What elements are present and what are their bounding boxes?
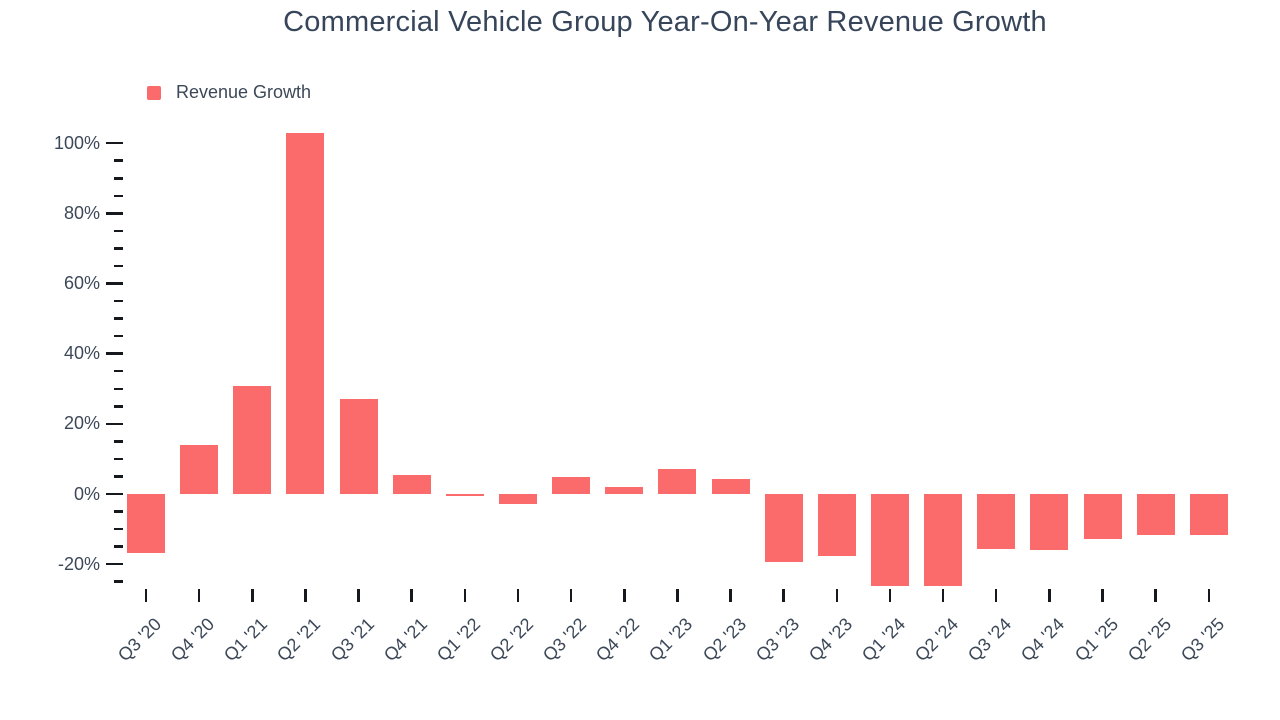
y-axis-major-tick: [106, 352, 123, 355]
y-axis-tick-label: 60%: [63, 273, 100, 294]
y-axis-major-tick: [106, 562, 123, 566]
x-axis-tick-label: Q4 '23: [804, 614, 856, 666]
x-axis-tick: [1101, 589, 1104, 602]
x-axis-tick: [994, 589, 998, 602]
y-axis-minor-tick: [114, 510, 123, 513]
y-axis-minor-tick: [114, 334, 123, 338]
bar-q2-23: [711, 478, 750, 494]
x-axis-tick: [623, 589, 626, 602]
bar-q4-20: [180, 444, 219, 494]
x-axis-tick-label: Q2 '25: [1123, 614, 1175, 666]
bar-q2-25: [1136, 494, 1175, 535]
y-axis-minor-tick: [114, 317, 123, 320]
y-axis-minor-tick: [114, 229, 123, 233]
x-axis-tick-label: Q3 '20: [113, 614, 166, 666]
y-axis-major-tick: [106, 141, 123, 145]
y-axis-tick-label: 100%: [53, 132, 100, 153]
y-axis-minor-tick: [114, 527, 123, 531]
x-axis-tick: [729, 589, 732, 602]
bar-q4-24: [1030, 494, 1069, 550]
bar-q4-21: [392, 474, 431, 494]
x-axis-tick: [941, 589, 945, 602]
x-axis-tick: [888, 589, 892, 602]
bar-q1-24: [870, 494, 909, 586]
bar-q2-22: [498, 494, 537, 505]
y-axis-minor-tick: [114, 177, 123, 180]
x-axis-tick: [782, 589, 785, 602]
y-axis-minor-tick: [114, 440, 123, 443]
x-axis-tick: [569, 589, 573, 602]
x-axis-tick: [251, 589, 254, 602]
y-axis-minor-tick: [114, 264, 123, 268]
x-axis-tick: [835, 589, 839, 602]
y-axis-minor-tick: [114, 159, 123, 162]
bar-q3-25: [1189, 494, 1228, 535]
y-axis-minor-tick: [114, 299, 123, 303]
legend-swatch-icon: [147, 85, 161, 100]
x-axis-tick: [676, 589, 679, 602]
y-axis-tick-label: 0%: [73, 483, 100, 504]
y-axis-major-tick: [106, 282, 123, 285]
x-axis-tick-label: Q3 '23: [751, 614, 803, 666]
y-axis-tick-label: 20%: [63, 413, 100, 434]
y-axis-minor-tick: [114, 545, 123, 548]
bar-q3-20: [127, 494, 165, 553]
bar-q4-22: [605, 486, 644, 494]
x-axis-tick: [1207, 589, 1211, 602]
x-axis-tick: [1154, 589, 1157, 602]
y-axis-tick-label: 80%: [63, 202, 100, 223]
x-axis-tick: [304, 589, 307, 602]
y-axis-minor-tick: [114, 387, 123, 390]
y-axis-major-tick: [106, 422, 123, 426]
x-axis-tick-label: Q4 '21: [379, 614, 431, 666]
bar-q3-24: [977, 494, 1016, 550]
y-axis-minor-tick: [114, 475, 123, 478]
y-axis-major-tick: [106, 212, 123, 215]
bar-q2-24: [924, 494, 963, 587]
bar-q1-23: [658, 468, 697, 494]
bar-q3-21: [339, 398, 378, 494]
y-axis-minor-tick: [114, 580, 123, 583]
bar-q1-21: [233, 386, 272, 494]
chart-title: Commercial Vehicle Group Year-On-Year Re…: [283, 6, 1047, 38]
y-axis-minor-tick: [114, 194, 123, 198]
y-axis-minor-tick: [114, 369, 123, 373]
y-axis-major-tick: [106, 492, 123, 496]
x-axis-tick: [197, 589, 201, 602]
x-axis-tick-label: Q1 '22: [432, 614, 484, 666]
y-axis-tick-label: 40%: [63, 343, 100, 364]
x-axis-tick-label: Q1 '24: [857, 614, 910, 666]
legend-label: Revenue Growth: [176, 82, 312, 102]
x-axis-tick: [1048, 589, 1051, 602]
bar-q4-23: [817, 494, 856, 557]
y-axis-minor-tick: [114, 405, 123, 408]
legend: Revenue Growth: [147, 82, 311, 103]
x-axis-tick: [357, 589, 360, 602]
x-axis-tick-label: Q3 '25: [1176, 614, 1228, 666]
bar-q3-22: [552, 477, 591, 494]
y-axis-tick-label: -20%: [57, 553, 100, 574]
y-axis-minor-tick: [114, 247, 123, 250]
y-axis-minor-tick: [114, 457, 123, 461]
x-axis-tick: [144, 589, 148, 602]
bar-q3-23: [764, 494, 803, 563]
bar-q1-22: [445, 494, 484, 497]
x-axis-tick: [410, 589, 413, 602]
x-axis-tick: [516, 589, 520, 602]
x-axis-tick: [463, 589, 467, 602]
bar-q1-25: [1083, 494, 1122, 539]
bar-q2-21: [286, 133, 325, 494]
